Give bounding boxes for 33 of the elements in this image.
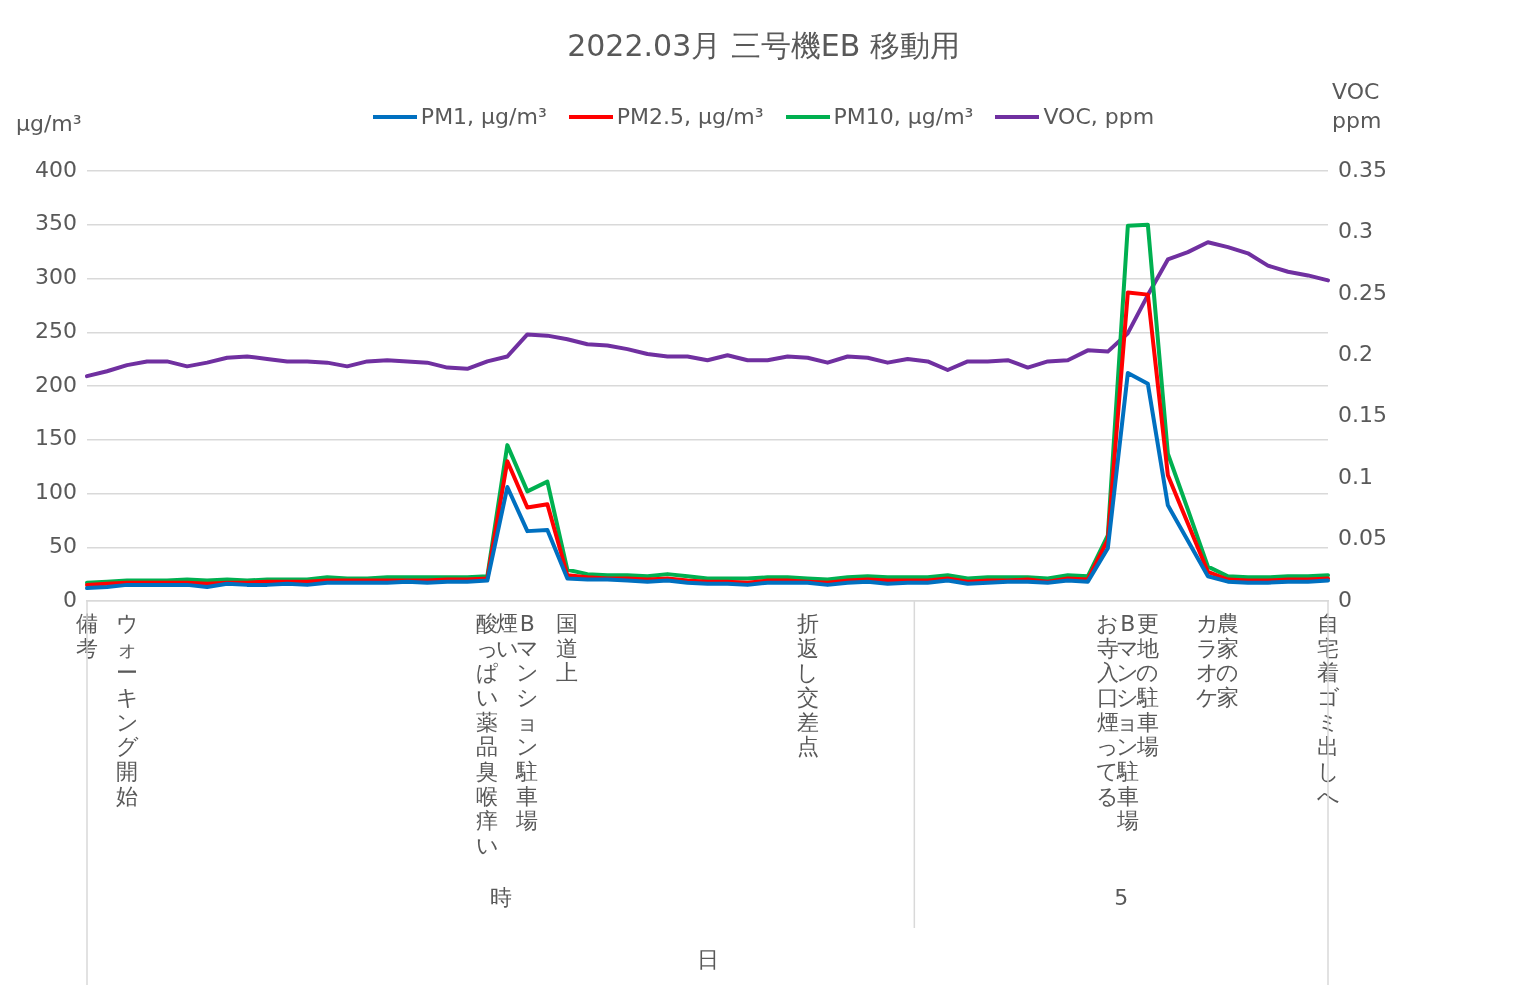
legend-label: PM2.5, μg/m³: [616, 104, 764, 129]
y2-tick-label: 0.35: [1338, 156, 1387, 182]
y2-tick-label: 0.1: [1338, 463, 1373, 489]
y-tick-label: 300: [35, 264, 77, 290]
legend-label: VOC, ppm: [1043, 104, 1155, 129]
x-tick-label: 折返し交差点: [796, 611, 820, 760]
y2-tick-label: 0.15: [1338, 402, 1387, 428]
x-tick-label: 自宅着ゴミ出しへ: [1316, 611, 1340, 809]
x-tick-label: 更地の駐車場: [1135, 611, 1160, 760]
x-tick-label: 備考: [76, 611, 98, 661]
chart-title: 2022.03月 三号機EB 移動用: [566, 27, 961, 65]
y-tick-label: 50: [49, 532, 77, 558]
y2-tick-label: 0.2: [1338, 341, 1373, 366]
y-tick-label: 400: [35, 156, 77, 182]
y-tick-label: 200: [35, 371, 77, 397]
y2-tick-label: 0.3: [1338, 218, 1373, 244]
y2-axis-title: VOC ppm: [1332, 78, 1382, 135]
text: 時: [488, 884, 513, 912]
x-tick-label: 国道上: [556, 611, 579, 686]
y-tick-label: 250: [35, 317, 77, 343]
y-tick-label: 0: [63, 586, 77, 612]
text: 日: [695, 946, 720, 974]
y2-tick-label: 0: [1338, 586, 1352, 612]
text: 5: [1113, 884, 1130, 912]
y-tick-label: 100: [35, 479, 77, 505]
y-tick-label: 350: [35, 210, 77, 236]
legend-label: PM1, μg/m³: [420, 104, 547, 129]
y-tick-label: 150: [35, 425, 77, 451]
x-tick-label: ウォーキング開始: [115, 611, 139, 809]
y-axis-title: μg/m³: [16, 110, 82, 138]
y2-tick-label: 0.25: [1338, 279, 1387, 305]
legend-label: PM10, μg/m³: [833, 104, 974, 129]
y2-tick-label: 0.05: [1338, 525, 1387, 551]
